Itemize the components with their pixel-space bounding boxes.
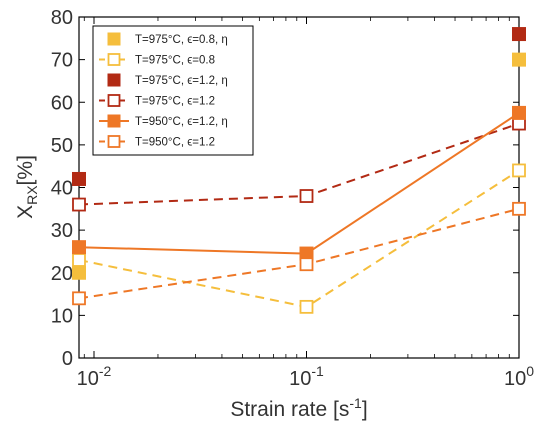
legend-marker	[107, 53, 121, 66]
series-5	[72, 201, 526, 306]
legend-item: T=950°C, ϵ=1.2	[99, 135, 215, 149]
legend-label: T=950°C, ϵ=1.2	[135, 137, 215, 149]
series-4	[72, 105, 526, 261]
series-5-point	[512, 201, 526, 216]
y-tick-label: 60	[51, 92, 73, 114]
series-layer	[72, 27, 526, 314]
legend-box	[92, 25, 254, 156]
x-tick-label-exp: -1	[311, 363, 324, 379]
x-tick-label-exp: 0	[526, 363, 534, 379]
legend-item: T=950°C, ϵ=1.2, η	[99, 114, 228, 128]
x-tick-label-base: 10	[77, 368, 99, 390]
x-axis-label: Strain rate [s-1]	[230, 395, 367, 421]
series-4-point	[72, 240, 86, 255]
x-tick-label: 10-1	[289, 363, 324, 390]
y-tick-label: 20	[51, 263, 73, 285]
legend-marker	[107, 32, 121, 46]
y-axis: 0 10 20 30 40 50 60 70 80	[51, 7, 519, 370]
x-axis-label-sup: -1	[349, 395, 362, 411]
legend-label: T=975°C, ϵ=1.2	[135, 96, 215, 108]
x-axis: 10-2 10-1 100	[77, 17, 534, 390]
x-axis-label-main: Strain rate [s	[230, 398, 349, 421]
legend: T=975°C, ϵ=0.8, η T=975°C, ϵ=0.8 T=975°C, …	[92, 25, 254, 156]
legend-marker	[107, 94, 121, 107]
series-4-point	[299, 246, 314, 261]
y-axis-label-sub: RX	[24, 185, 40, 205]
x-tick-label: 100	[504, 363, 534, 390]
series-1	[72, 163, 526, 314]
legend-item: T=975°C, ϵ=1.2, η	[107, 73, 228, 87]
x-axis-label-tail: ]	[362, 398, 368, 421]
series-2-point	[512, 27, 526, 42]
legend-marker	[107, 114, 121, 128]
x-tick-label-exp: -2	[99, 363, 112, 379]
y-tick-label: 30	[51, 220, 73, 242]
x-tick-label-base: 10	[504, 368, 526, 390]
y-tick-label: 40	[51, 178, 73, 200]
y-tick-label: 80	[51, 7, 73, 29]
series-3-point	[72, 197, 86, 212]
y-axis-label-tail: [%]	[14, 155, 37, 185]
legend-item: T=975°C, ϵ=0.8	[99, 53, 215, 67]
y-tick-label: 0	[62, 348, 73, 370]
y-tick-label: 50	[51, 135, 73, 157]
series-3	[72, 116, 526, 212]
legend-label: T=950°C, ϵ=1.2, η	[135, 116, 228, 128]
series-5-point	[299, 257, 314, 272]
series-4-point	[512, 105, 526, 120]
legend-item: T=975°C, ϵ=0.8, η	[107, 32, 228, 46]
series-0	[72, 52, 526, 280]
y-axis-label-main: X	[14, 205, 37, 219]
legend-label: T=975°C, ϵ=0.8	[135, 55, 215, 67]
series-1-point	[72, 253, 86, 267]
y-axis-label: XRX[%]	[14, 155, 40, 219]
legend-marker	[107, 73, 121, 87]
series-2-point	[72, 171, 86, 186]
y-tick-label: 70	[51, 50, 73, 72]
legend-item: T=975°C, ϵ=1.2	[99, 94, 215, 108]
x-tick-label-base: 10	[289, 368, 311, 390]
legend-label: T=975°C, ϵ=0.8, η	[135, 34, 228, 46]
series-0-point	[512, 52, 526, 67]
series-1-point	[512, 163, 526, 178]
series-3-point	[299, 189, 314, 203]
series-0-point	[72, 265, 86, 280]
series-5-point	[72, 291, 86, 306]
series-1-point	[299, 299, 314, 314]
legend-label: T=975°C, ϵ=1.2, η	[135, 75, 228, 87]
legend-marker	[107, 135, 121, 148]
series-2	[72, 27, 526, 186]
x-tick-label: 10-2	[77, 363, 112, 390]
y-tick-label: 10	[51, 305, 73, 327]
